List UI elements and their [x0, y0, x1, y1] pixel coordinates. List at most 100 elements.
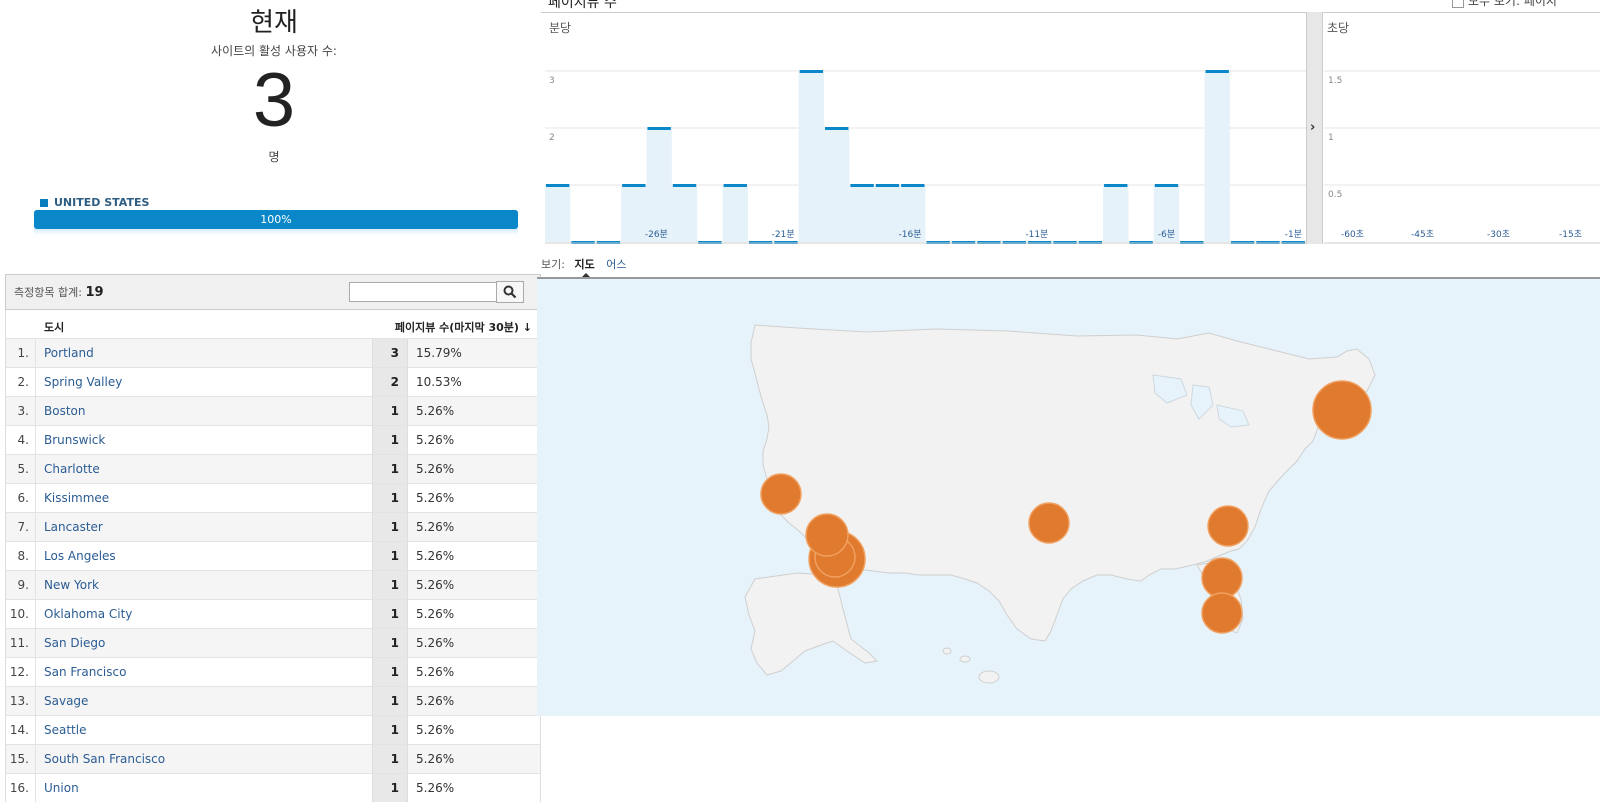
country-share-bar: 100%	[34, 210, 518, 229]
pageviews-percent: 5.26%	[416, 462, 455, 476]
map-marker[interactable]	[1201, 557, 1243, 599]
chart-divider-toggle[interactable]: ›	[1306, 12, 1323, 244]
us-map[interactable]	[537, 279, 1600, 716]
search-button[interactable]	[496, 281, 524, 303]
hawaii-small-2	[942, 647, 952, 655]
pageviews-percent: 5.26%	[416, 636, 455, 650]
city-link[interactable]: Union	[44, 781, 79, 795]
bar	[621, 185, 647, 242]
tab-earth[interactable]: 어스	[606, 258, 627, 271]
city-link[interactable]: Seattle	[44, 723, 87, 737]
x-tick-label: -45초	[1411, 229, 1434, 240]
bar-top	[850, 184, 874, 187]
city-link[interactable]: San Francisco	[44, 665, 127, 679]
bar-top	[1205, 70, 1229, 73]
row-index: 11.	[6, 629, 36, 657]
bar	[671, 185, 698, 242]
bar	[545, 185, 571, 242]
y-tick-label: 0.5	[1328, 190, 1342, 200]
summary-subtitle: 사이트의 활성 사용자 수:	[211, 44, 337, 58]
row-index: 5.	[6, 455, 36, 483]
pageviews-percent: 5.26%	[416, 607, 455, 621]
city-link[interactable]: Kissimmee	[44, 491, 110, 505]
bar	[1153, 185, 1180, 242]
bar-top	[622, 184, 646, 187]
city-link[interactable]: San Diego	[44, 636, 106, 650]
row-index: 4.	[6, 426, 36, 454]
pageviews-value: 1	[372, 426, 408, 454]
city-link[interactable]: Boston	[44, 404, 86, 418]
column-header-city[interactable]: 도시	[44, 321, 65, 334]
pageviews-value: 1	[372, 745, 408, 773]
city-link[interactable]: New York	[44, 578, 99, 592]
y-tick-label: 3	[549, 76, 555, 86]
bar-shadow	[34, 229, 518, 235]
checkbox-icon[interactable]	[1452, 0, 1464, 8]
bar	[900, 185, 926, 242]
map-canvas	[744, 324, 1376, 684]
city-link[interactable]: South San Francisco	[44, 752, 166, 766]
column-header-pageviews[interactable]: 페이지뷰 수(마지막 30분) ↓	[394, 321, 532, 334]
row-index: 9.	[6, 571, 36, 599]
bar-top	[825, 127, 849, 130]
table-row: 3. Boston 1 5.26%	[5, 396, 541, 425]
map-marker[interactable]	[1312, 380, 1372, 440]
pageviews-value: 1	[372, 774, 408, 802]
row-index: 13.	[6, 687, 36, 715]
map-marker[interactable]	[1201, 592, 1243, 634]
summary-title: 현재	[250, 8, 298, 38]
table-row: 6. Kissimmee 1 5.26%	[5, 483, 541, 512]
pageviews-value: 1	[372, 455, 408, 483]
bar-top	[799, 70, 824, 73]
hawaii-small-1	[959, 655, 971, 663]
table-row: 2. Spring Valley 2 10.53%	[5, 367, 541, 396]
x-tick-label: -6분	[1158, 229, 1175, 240]
city-link[interactable]: Los Angeles	[44, 549, 116, 563]
map-marker[interactable]	[760, 473, 802, 515]
bar-top	[875, 184, 900, 187]
row-index: 6.	[6, 484, 36, 512]
chart-legend-label: 모두 보기: 페이지	[1468, 0, 1557, 8]
y-tick-label: 1.5	[1328, 76, 1342, 86]
country-legend: UNITED STATES	[40, 196, 149, 209]
pageviews-percent: 5.26%	[416, 549, 455, 563]
pageviews-value: 1	[372, 716, 408, 744]
pageviews-value: 1	[372, 600, 408, 628]
bar-top	[1154, 184, 1179, 187]
city-link[interactable]: Charlotte	[44, 462, 100, 476]
city-link[interactable]: Oklahoma City	[44, 607, 133, 621]
bar	[1204, 71, 1230, 242]
x-tick-label: -26분	[645, 229, 668, 240]
bar-top	[546, 184, 570, 187]
country-label: UNITED STATES	[54, 196, 150, 209]
chart-legend[interactable]: 모두 보기: 페이지	[1452, 0, 1557, 9]
great-lakes	[1152, 374, 1250, 428]
tab-map[interactable]: 지도	[574, 258, 595, 271]
table-row: 9. New York 1 5.26%	[5, 570, 541, 599]
bar	[722, 185, 748, 242]
city-link[interactable]: Spring Valley	[44, 375, 123, 389]
bar	[874, 185, 901, 242]
city-link[interactable]: Lancaster	[44, 520, 103, 534]
x-tick-label: -60초	[1341, 229, 1364, 240]
pageviews-value: 1	[372, 687, 408, 715]
table-header-bar: 측정항목 합계: 19	[5, 274, 541, 310]
map-marker[interactable]	[805, 513, 849, 557]
row-index: 10.	[6, 600, 36, 628]
metric-total-label: 측정항목 합계:	[14, 286, 82, 299]
metric-total-value: 19	[85, 285, 104, 300]
row-index: 12.	[6, 658, 36, 686]
pageviews-percent: 5.26%	[416, 694, 455, 708]
chevron-right-icon: ›	[1310, 120, 1316, 135]
city-link[interactable]: Brunswick	[44, 433, 106, 447]
map-marker[interactable]	[1207, 505, 1249, 547]
active-users-count: 3	[252, 58, 296, 143]
city-link[interactable]: Portland	[44, 346, 94, 360]
hawaii	[978, 670, 1000, 684]
map-marker[interactable]	[1028, 502, 1070, 544]
table-search-input[interactable]	[349, 282, 497, 302]
row-index: 7.	[6, 513, 36, 541]
country-share-label: 100%	[260, 213, 292, 226]
city-link[interactable]: Savage	[44, 694, 89, 708]
table-row: 7. Lancaster 1 5.26%	[5, 512, 541, 541]
